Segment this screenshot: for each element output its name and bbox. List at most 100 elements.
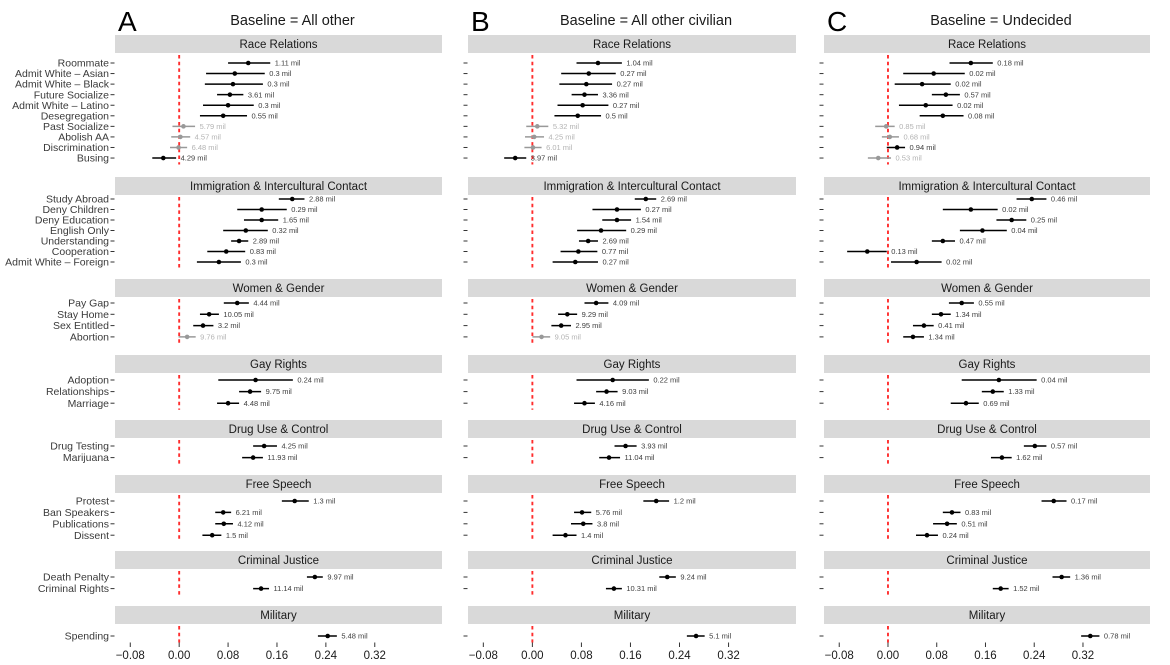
section-header-band: [824, 420, 1150, 438]
section-header-label: Women & Gender: [233, 283, 325, 295]
estimate-dot: [614, 217, 620, 223]
n-value-label: 5.76 mil: [596, 508, 623, 517]
row-label: Understanding: [41, 236, 109, 248]
section-header-band: [468, 551, 796, 569]
section-header-label: Military: [614, 610, 651, 622]
estimate-dot: [998, 586, 1004, 591]
estimate-dot: [1032, 443, 1038, 449]
section-header-label: Drug Use & Control: [937, 424, 1037, 436]
estimate-dot: [940, 113, 946, 119]
n-value-label: 1.5 mil: [226, 531, 248, 540]
estimate-dot: [247, 389, 253, 394]
estimate-dot: [604, 389, 609, 394]
estimate-dot: [894, 145, 900, 150]
estimate-dot: [234, 300, 240, 306]
section-header-label: Military: [969, 610, 1006, 622]
estimate-dot: [963, 400, 969, 406]
estimate-dot: [582, 400, 587, 406]
n-value-label: 0.57 mil: [964, 90, 991, 99]
n-value-label: 5.32 mil: [553, 122, 580, 131]
n-value-label: 0.55 mil: [978, 299, 1005, 308]
n-value-label: 11.04 mil: [625, 453, 655, 462]
estimate-dot: [572, 259, 578, 265]
section-header-band: [824, 475, 1150, 493]
section-header-label: Free Speech: [246, 479, 312, 491]
panel-tag-B: B: [471, 6, 490, 37]
x-tick-label: 0.32: [364, 650, 386, 662]
section-header-label: Criminal Justice: [946, 555, 1027, 567]
estimate-dot: [943, 92, 949, 97]
section-header-band: [468, 606, 796, 624]
estimate-dot: [940, 238, 946, 244]
section-header-label: Immigration & Intercultural Contact: [190, 181, 368, 193]
section-header-band: [115, 355, 442, 373]
n-value-label: 0.47 mil: [960, 237, 987, 246]
estimate-dot: [530, 145, 536, 150]
n-value-label: 2.88 mil: [309, 195, 336, 204]
section-header-label: Immigration & Intercultural Contact: [898, 181, 1076, 193]
n-value-label: 4.09 mil: [613, 299, 640, 308]
n-value-label: 9.24 mil: [680, 573, 707, 582]
n-value-label: 1.54 mil: [636, 216, 663, 225]
n-value-label: 0.24 mil: [942, 531, 969, 540]
estimate-dot: [220, 510, 226, 515]
n-value-label: 1.34 mil: [928, 333, 955, 342]
n-value-label: 11.93 mil: [267, 453, 297, 462]
row-label: Study Abroad: [46, 194, 109, 206]
row-label: Sex Entitled: [53, 320, 109, 332]
row-label: Admit White – Latino: [12, 100, 109, 112]
estimate-dot: [999, 455, 1005, 460]
section-header-band: [468, 475, 796, 493]
n-value-label: 0.77 mil: [602, 247, 629, 256]
section-header-band: [824, 35, 1150, 53]
n-value-label: 6.01 mil: [546, 143, 573, 152]
n-value-label: 0.46 mil: [1051, 195, 1078, 204]
section-header-label: Drug Use & Control: [229, 424, 329, 436]
n-value-label: 0.27 mil: [602, 258, 629, 267]
n-value-label: 4.25 mil: [549, 133, 576, 142]
n-value-label: 1.04 mil: [626, 59, 653, 68]
section-header-band: [824, 551, 1150, 569]
row-label: Deny Children: [42, 204, 109, 216]
x-tick-label: 0.08: [570, 650, 592, 662]
n-value-label: 1.2 mil: [674, 497, 696, 506]
n-value-label: 9.29 mil: [582, 310, 609, 319]
estimate-dot: [312, 574, 318, 580]
panel-tag-C: C: [827, 6, 847, 37]
section-header-band: [115, 279, 442, 297]
section-header-band: [115, 606, 442, 624]
n-value-label: 2.95 mil: [575, 321, 602, 330]
estimate-dot: [990, 389, 996, 394]
estimate-dot: [225, 102, 231, 108]
n-value-label: 0.41 mil: [938, 321, 965, 330]
n-value-label: 0.27 mil: [645, 205, 672, 214]
n-value-label: 2.89 mil: [253, 237, 280, 246]
row-label: Pay Gap: [68, 298, 109, 310]
panel-title: Baseline = Undecided: [930, 13, 1071, 29]
x-tick-label: 0.24: [315, 650, 338, 662]
estimate-dot: [200, 323, 206, 328]
section-header-band: [468, 177, 796, 195]
n-value-label: 0.13 mil: [891, 247, 918, 256]
n-value-label: 10.31 mil: [626, 584, 657, 593]
estimate-dot: [864, 249, 870, 254]
section-header-label: Race Relations: [948, 39, 1026, 51]
section-header-label: Drug Use & Control: [582, 424, 682, 436]
row-label: Relationships: [46, 386, 109, 398]
row-label: Cooperation: [52, 246, 109, 258]
estimate-dot: [259, 207, 264, 212]
estimate-dot: [1029, 196, 1035, 202]
row-label: Protest: [76, 496, 109, 508]
estimate-dot: [980, 228, 985, 233]
estimate-dot: [996, 377, 1002, 383]
n-value-label: 2.69 mil: [602, 237, 629, 246]
n-value-label: 0.27 mil: [617, 80, 644, 89]
estimate-dot: [959, 300, 965, 306]
estimate-dot: [595, 60, 601, 66]
estimate-dot: [944, 521, 950, 527]
estimate-dot: [968, 60, 974, 66]
estimate-dot: [216, 259, 222, 265]
estimate-dot: [579, 510, 585, 515]
n-value-label: 0.94 mil: [910, 143, 937, 152]
